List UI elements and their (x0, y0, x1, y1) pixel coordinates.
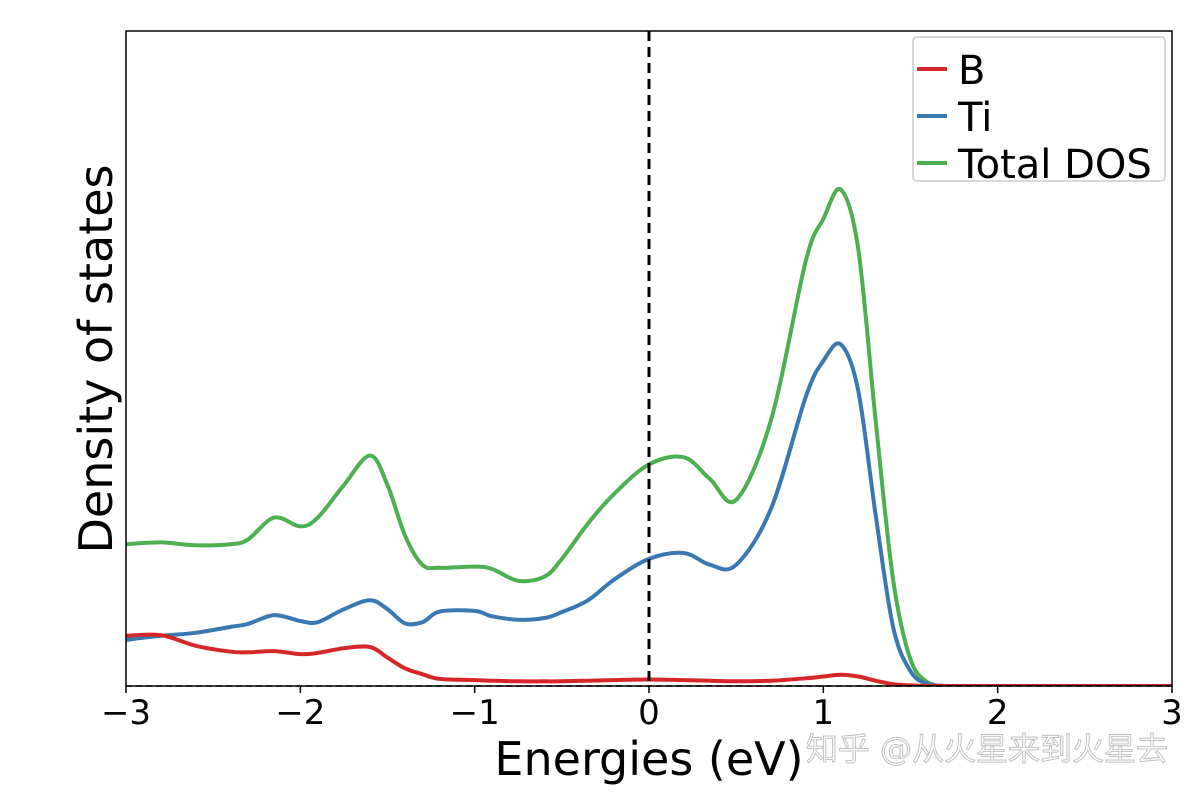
series-line-ti (126, 341, 1172, 686)
x-tick-label: 2 (987, 693, 1009, 733)
x-tick-label: 0 (638, 693, 660, 733)
x-tick-label: −3 (101, 693, 151, 733)
x-tick-label: −1 (450, 693, 500, 733)
x-axis-title: Energies (eV) (494, 732, 803, 786)
x-tick-label: 1 (813, 693, 835, 733)
watermark: 知乎 @从火星来到火星去 (806, 730, 1168, 768)
legend-box (912, 36, 1166, 182)
series-line-total-dos (126, 186, 1172, 686)
legend-label: Total DOS (957, 142, 1152, 188)
legend-label: Ti (957, 95, 992, 141)
x-axis: −3 −2 −1 0 1 2 3 (101, 686, 1183, 733)
legend-label: B (958, 48, 985, 94)
y-axis-title: Density of states (69, 165, 123, 554)
x-tick-label: −2 (275, 693, 325, 733)
x-tick-label: 3 (1161, 693, 1183, 733)
